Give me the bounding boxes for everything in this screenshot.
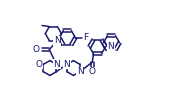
Text: N: N <box>54 36 61 45</box>
Text: N: N <box>54 60 60 69</box>
Text: O: O <box>36 60 43 69</box>
Text: N: N <box>64 60 70 69</box>
Text: N: N <box>107 42 114 51</box>
Text: F: F <box>84 33 89 42</box>
Text: N: N <box>77 67 84 76</box>
Text: O: O <box>33 45 40 54</box>
Text: O: O <box>89 67 96 76</box>
